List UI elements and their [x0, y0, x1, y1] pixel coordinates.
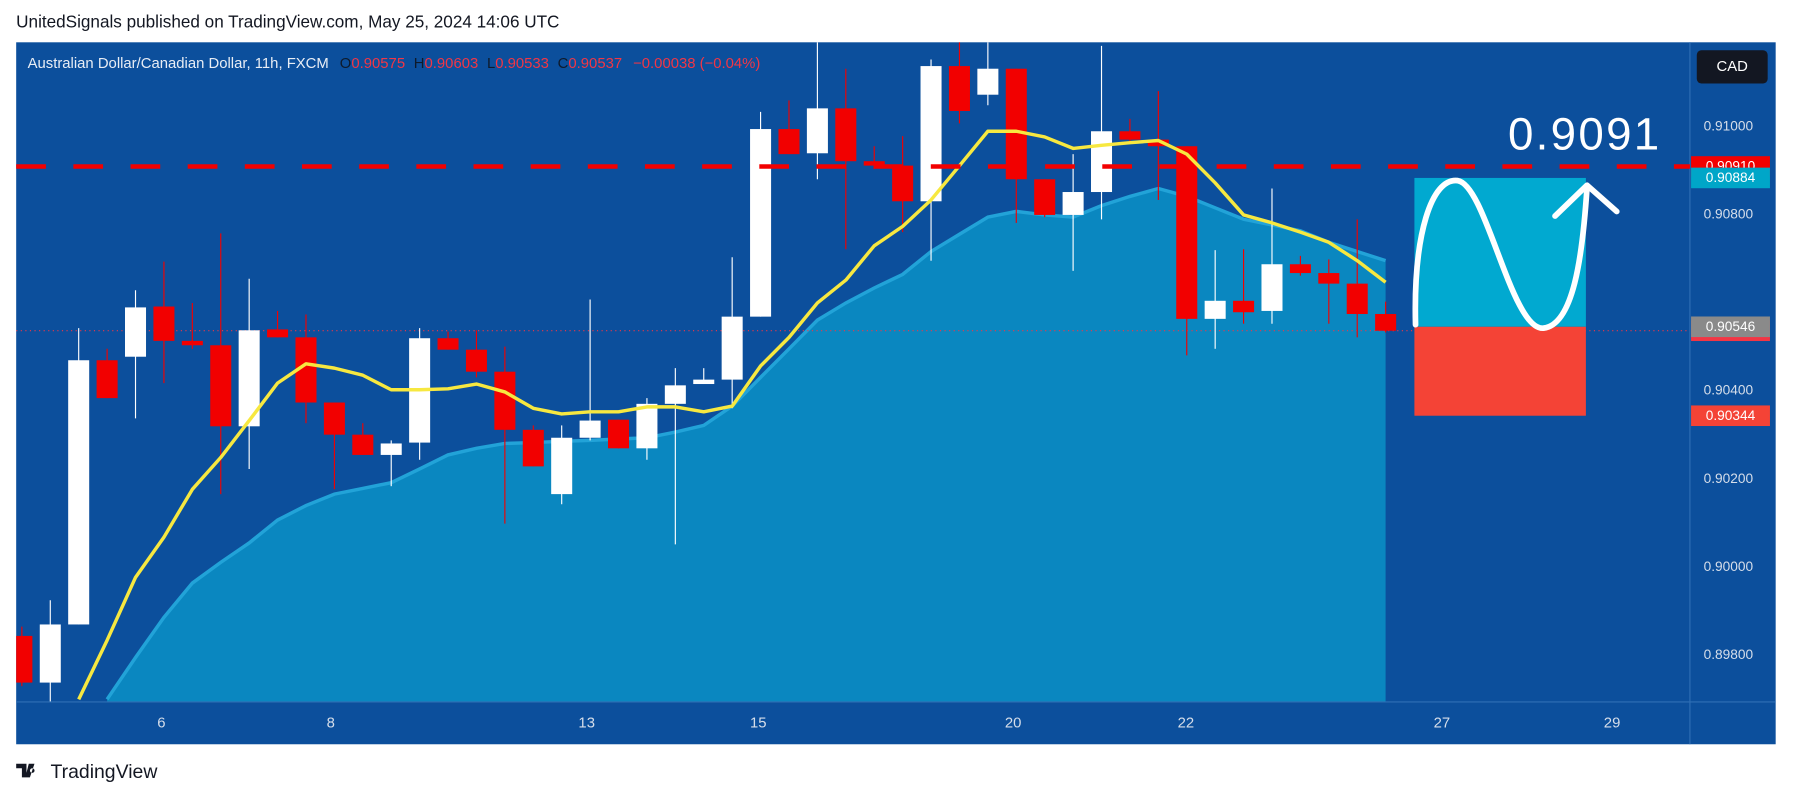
currency-button[interactable]	[1696, 50, 1768, 84]
ohlc-value: 0.90537	[568, 56, 622, 72]
symbol: Australian Dollar/Canadian Dollar, 11h, …	[28, 56, 329, 72]
ma-line	[77, 129, 1387, 701]
ohlc-letter: H	[414, 56, 425, 72]
ohlc-letter: O	[340, 56, 352, 72]
candle-body	[608, 419, 630, 449]
brand: TradingView	[50, 761, 158, 783]
price-tag-label: 0.90546	[1706, 319, 1756, 334]
candle-body	[1147, 139, 1169, 147]
candle-body	[977, 68, 999, 95]
candle-body	[125, 307, 147, 357]
candle-body	[1261, 264, 1283, 311]
candle-body	[323, 402, 345, 435]
candle-body	[1346, 283, 1368, 315]
candle-body	[750, 129, 772, 317]
candle-body	[892, 165, 914, 202]
candle-body	[153, 306, 175, 341]
candle-body	[380, 443, 402, 455]
x-tick-label: 8	[327, 716, 335, 732]
candle-body	[1233, 300, 1255, 313]
candle-body	[1204, 300, 1226, 319]
price-tag-label: 0.90884	[1706, 170, 1756, 185]
candle-body	[1318, 273, 1340, 284]
ohlc-value: 0.90603	[425, 56, 479, 72]
candle-body	[863, 161, 885, 166]
candle-body	[39, 624, 61, 683]
x-tick-label: 22	[1178, 716, 1195, 732]
ohlc-letter: L	[487, 56, 495, 72]
y-tick-label: 0.90000	[1704, 559, 1754, 574]
ohlc-value: 0.90575	[351, 56, 405, 72]
candle-body	[636, 403, 658, 449]
candle-body	[96, 360, 118, 399]
candle-body	[1091, 131, 1113, 193]
candle-body	[1119, 131, 1141, 140]
drawing-arrow	[1552, 182, 1620, 219]
legend: Australian Dollar/Canadian Dollar, 11h, …	[28, 56, 761, 72]
stop-zone	[1414, 326, 1586, 416]
candle-body	[181, 340, 203, 346]
candle-body	[1375, 314, 1397, 331]
candle-body	[437, 338, 459, 350]
candle-body	[494, 371, 516, 430]
publisher-line: UnitedSignals published on TradingView.c…	[16, 11, 559, 31]
y-tick-label: 0.90800	[1704, 207, 1754, 222]
candle-body	[806, 108, 828, 154]
candle-body	[210, 345, 232, 427]
candle-body	[267, 329, 289, 338]
candle-body	[778, 129, 800, 155]
x-tick-label: 27	[1434, 716, 1451, 732]
y-tick-label: 0.90400	[1704, 383, 1754, 398]
candle-body	[238, 330, 260, 427]
candle-body	[948, 66, 970, 111]
ma-area-line	[105, 186, 1387, 701]
candle-body	[835, 108, 857, 162]
ma-area	[107, 188, 1386, 702]
candle-body	[721, 316, 743, 380]
x-tick-label: 15	[750, 716, 767, 732]
candle-body	[465, 349, 487, 372]
annotation: 0.9091	[1508, 108, 1662, 159]
candle-body	[1062, 192, 1084, 215]
price-tag-label: 0.90344	[1706, 408, 1756, 423]
currency-label[interactable]: CAD	[1717, 59, 1749, 75]
candle-body	[522, 429, 544, 467]
x-tick-label: 13	[578, 716, 595, 732]
x-tick-label: 29	[1604, 716, 1621, 732]
candle-body	[579, 420, 601, 438]
price-tag	[1691, 405, 1770, 427]
ohlc-letter: C	[558, 56, 569, 72]
tradingview-logo	[16, 763, 35, 778]
x-tick-label: 20	[1005, 716, 1022, 732]
candle-body	[551, 437, 573, 495]
candle-body	[693, 379, 715, 385]
y-tick-label: 0.90200	[1704, 471, 1754, 486]
price-tag	[1691, 316, 1770, 338]
candle-body	[1176, 146, 1198, 319]
candle-body	[920, 66, 942, 202]
candle-body	[1289, 264, 1311, 274]
ohlc-value: 0.90533	[495, 56, 549, 72]
change: −0.00038 (−0.04%)	[633, 56, 760, 72]
candle-body	[1034, 179, 1056, 215]
x-tick-label: 6	[157, 716, 165, 732]
candle-body	[664, 385, 686, 404]
y-tick-label: 0.89800	[1704, 647, 1754, 662]
candle-body	[352, 434, 374, 455]
candle-body	[295, 337, 317, 403]
drawing-curve	[1412, 177, 1590, 331]
candle-body	[68, 360, 90, 625]
candle-body	[16, 635, 33, 683]
y-tick-label: 0.91000	[1704, 118, 1754, 133]
candle-body	[1005, 68, 1027, 180]
price-tag	[1691, 167, 1770, 189]
plot-area	[16, 42, 1690, 702]
